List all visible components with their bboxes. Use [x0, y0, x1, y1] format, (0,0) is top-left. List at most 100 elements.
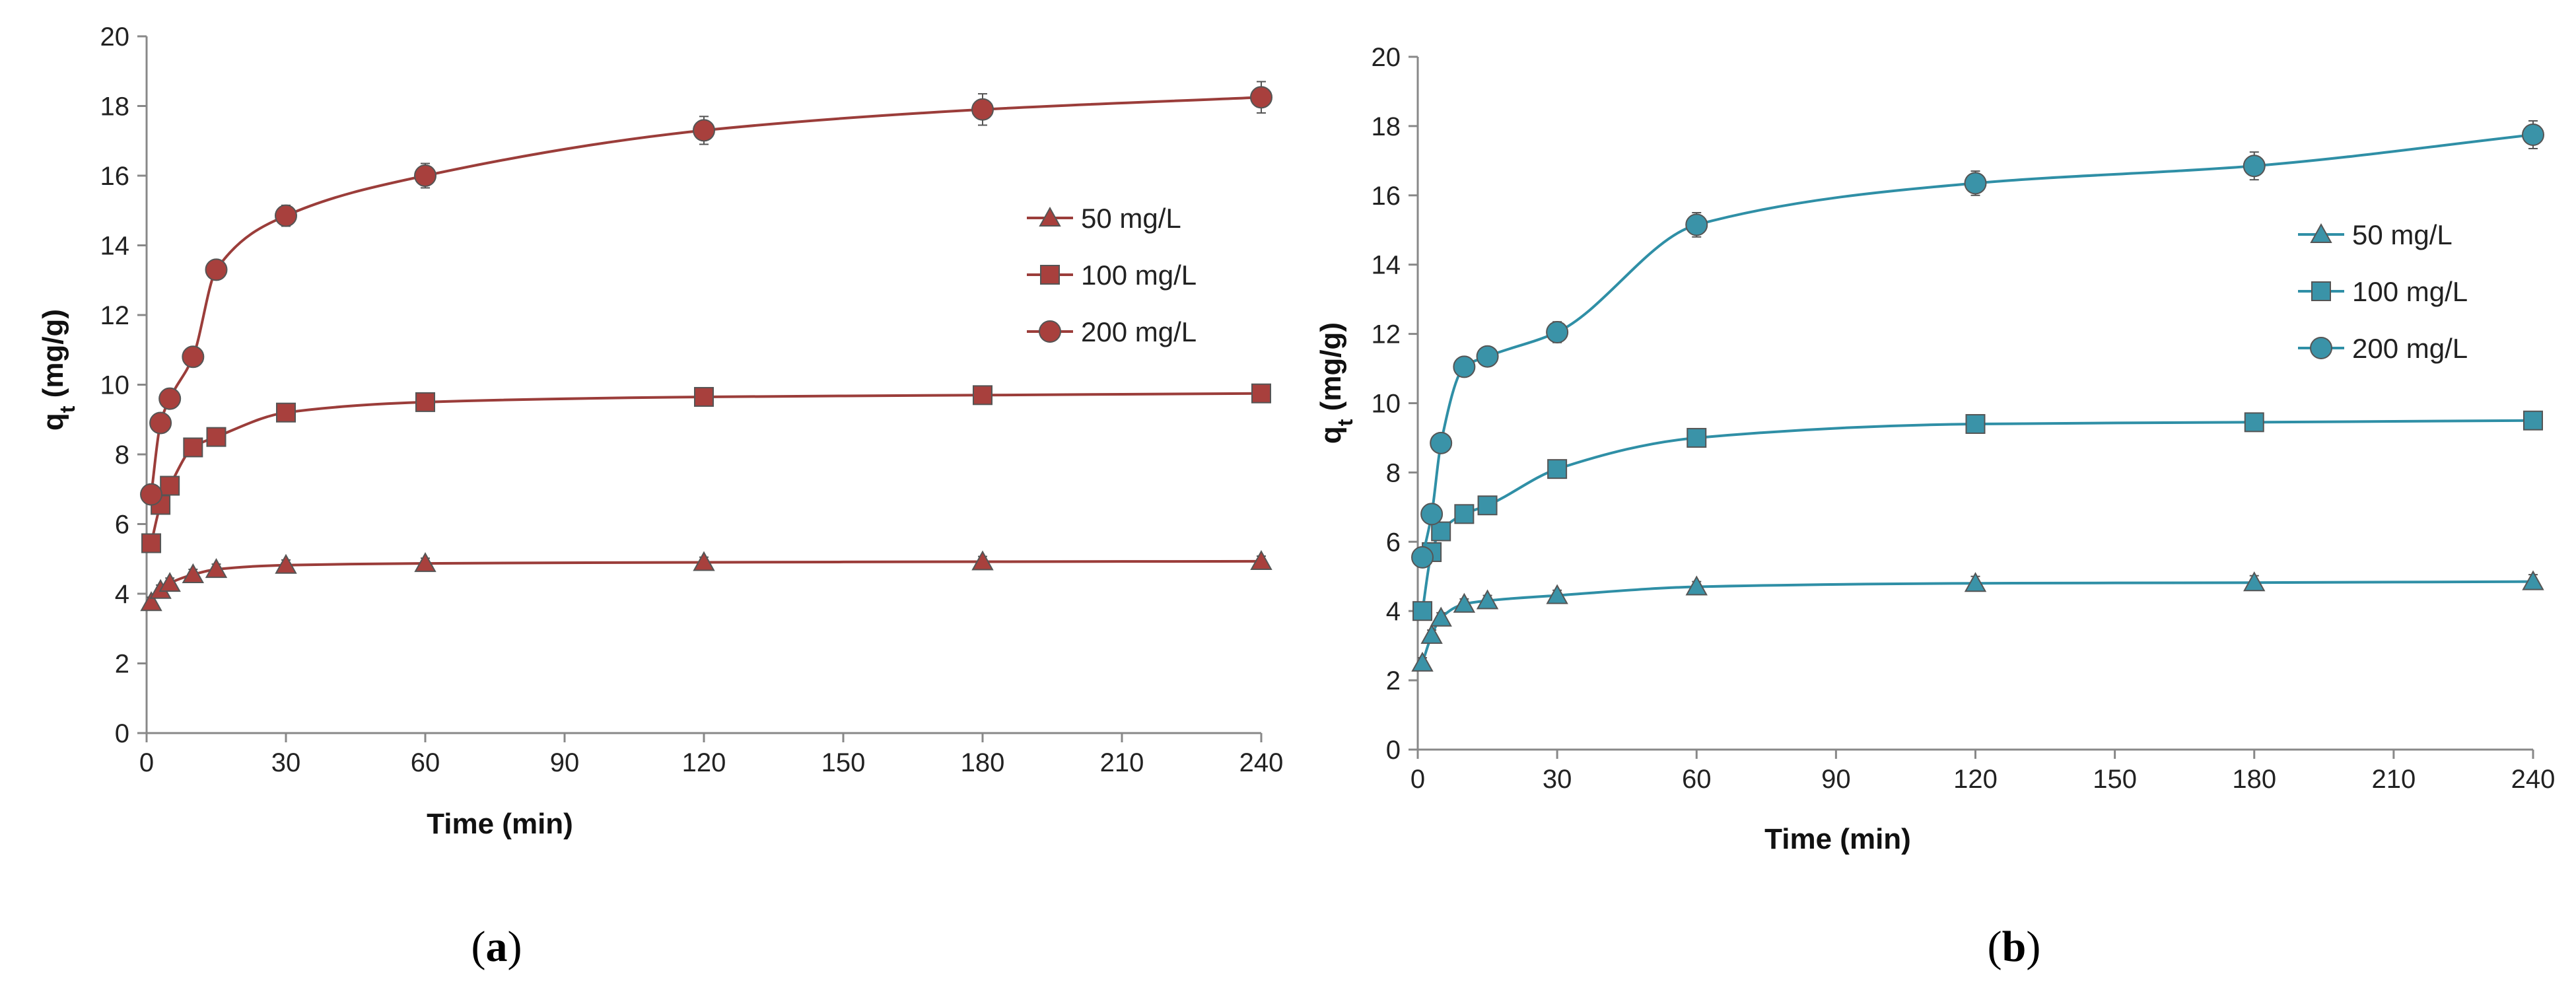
x-tick-label: 150 — [821, 748, 866, 777]
legend-label: 100 mg/L — [1081, 260, 1197, 291]
y-tick-label: 8 — [1386, 458, 1401, 487]
data-point-circle — [149, 411, 172, 435]
legend-marker-square — [2311, 281, 2331, 301]
data-point-square — [2244, 412, 2264, 433]
data-point-square — [1412, 601, 1433, 621]
data-point-triangle — [2243, 571, 2266, 592]
y-tick-label: 10 — [100, 371, 130, 400]
data-point-square — [2523, 410, 2543, 431]
y-tick-label: 6 — [115, 511, 129, 540]
data-point-triangle — [1250, 549, 1272, 570]
data-point-circle — [275, 204, 297, 227]
series-circle — [140, 81, 1272, 506]
x-tick-label: 60 — [411, 748, 440, 777]
data-point-square — [1431, 521, 1451, 542]
y-tick-label: 16 — [100, 162, 130, 191]
data-point-triangle — [693, 551, 715, 571]
data-point-square — [160, 476, 180, 496]
y-tick-label: 14 — [100, 232, 130, 261]
legend-label: 200 mg/L — [1081, 316, 1197, 347]
legend-entry: 50 mg/L — [1027, 203, 1181, 234]
data-point-circle — [1411, 546, 1434, 569]
legend-entry: 100 mg/L — [2298, 276, 2468, 307]
data-point-triangle — [140, 591, 162, 612]
data-point-square — [973, 385, 992, 406]
data-point-triangle — [182, 563, 205, 583]
series-square — [1412, 410, 2543, 621]
data-point-circle — [140, 483, 163, 506]
legend-marker-square — [1040, 265, 1060, 285]
data-point-square — [415, 392, 435, 412]
x-tick-label: 90 — [550, 748, 580, 777]
data-point-triangle — [1420, 623, 1443, 644]
series-triangle — [140, 549, 1272, 612]
series-square — [141, 383, 1271, 553]
data-point-triangle — [1411, 651, 1434, 672]
data-point-circle — [1250, 86, 1272, 109]
data-point-circle — [2243, 155, 2266, 178]
data-point-circle — [1420, 503, 1444, 526]
y-tick-label: 0 — [115, 719, 129, 748]
data-point-circle — [1685, 213, 1708, 236]
x-tick-label: 0 — [139, 748, 154, 777]
legend-label: 100 mg/L — [2352, 276, 2468, 307]
data-point-square — [206, 427, 226, 447]
data-point-square — [1477, 495, 1498, 516]
y-tick-label: 18 — [1372, 112, 1401, 141]
x-tick-label: 240 — [1239, 748, 1284, 777]
x-tick-label: 120 — [1953, 765, 1998, 794]
x-tick-label: 120 — [682, 748, 726, 777]
x-tick-label: 180 — [2232, 765, 2276, 794]
x-axis-title: Time (min) — [1764, 823, 1911, 855]
data-point-circle — [971, 98, 994, 121]
data-point-triangle — [1546, 584, 1568, 604]
legend-label: 200 mg/L — [2352, 333, 2468, 364]
x-tick-label: 150 — [2093, 765, 2137, 794]
y-tick-label: 6 — [1386, 528, 1401, 557]
x-tick-label: 210 — [1100, 748, 1144, 777]
data-point-circle — [2522, 124, 2544, 147]
data-point-square — [276, 402, 296, 423]
y-tick-label: 8 — [115, 441, 129, 470]
data-point-triangle — [1964, 572, 1987, 592]
legend-entry: 200 mg/L — [2298, 333, 2468, 364]
data-point-triangle — [1430, 606, 1452, 627]
data-point-circle — [1964, 172, 1987, 195]
series-triangle — [1411, 570, 2544, 672]
data-point-square — [1454, 504, 1475, 524]
data-point-circle — [1546, 320, 1569, 343]
y-tick-label: 2 — [1386, 666, 1401, 695]
data-point-circle — [182, 345, 205, 369]
data-point-square — [1965, 413, 1986, 434]
legend-label: 50 mg/L — [1081, 203, 1181, 234]
y-tick-label: 4 — [1386, 597, 1401, 626]
y-tick-label: 10 — [1372, 390, 1401, 419]
x-axis-title: Time (min) — [427, 808, 573, 840]
legend-marker-circle — [2310, 337, 2332, 359]
data-point-square — [183, 437, 203, 458]
x-tick-label: 30 — [1543, 765, 1572, 794]
legend-marker-circle — [1039, 320, 1061, 343]
data-point-triangle — [971, 550, 994, 571]
series-circle — [1411, 120, 2544, 569]
data-point-triangle — [1476, 589, 1499, 610]
data-point-triangle — [2522, 570, 2544, 590]
x-tick-label: 210 — [2372, 765, 2416, 794]
data-point-circle — [1476, 345, 1499, 368]
data-point-triangle — [414, 552, 436, 573]
legend-entry: 200 mg/L — [1027, 316, 1197, 347]
data-point-circle — [1453, 355, 1476, 378]
panel-caption-b: (b) — [1988, 923, 2041, 971]
x-tick-label: 180 — [961, 748, 1005, 777]
x-tick-label: 240 — [2511, 765, 2556, 794]
data-point-triangle — [1685, 575, 1708, 596]
data-point-triangle — [158, 572, 181, 592]
x-tick-label: 60 — [1682, 765, 1712, 794]
y-tick-label: 4 — [115, 580, 129, 609]
data-point-triangle — [205, 558, 228, 579]
y-tick-label: 20 — [1372, 43, 1401, 72]
panel-caption-a: (a) — [471, 923, 522, 971]
x-tick-label: 90 — [1821, 765, 1851, 794]
